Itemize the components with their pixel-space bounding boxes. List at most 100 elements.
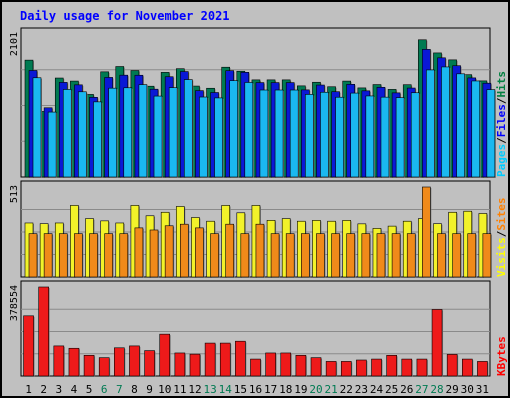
bar-sites-day-30 bbox=[467, 233, 477, 278]
bar-sites-day-19 bbox=[301, 233, 310, 278]
x-tick-label: 6 bbox=[101, 383, 108, 396]
bar-pages-day-10 bbox=[168, 87, 178, 178]
bar-sites-day-31 bbox=[482, 233, 492, 278]
bar-kbytes-day-21 bbox=[325, 361, 337, 377]
x-tick-label: 28 bbox=[430, 383, 443, 396]
bar-pages-day-29 bbox=[456, 73, 465, 178]
bar-pages-day-17 bbox=[274, 89, 284, 178]
bar-kbytes-day-26 bbox=[401, 358, 413, 377]
bar-sites-day-28 bbox=[437, 233, 446, 278]
bar-pages-day-27 bbox=[426, 69, 435, 178]
bar-pages-day-21 bbox=[335, 96, 344, 178]
bar-sites-day-1 bbox=[28, 233, 38, 278]
bar-sites-day-12 bbox=[195, 227, 204, 278]
chart-title: Daily usage for November 2021 bbox=[20, 9, 230, 23]
bar-pages-day-23 bbox=[365, 95, 375, 178]
bar-sites-day-7 bbox=[119, 233, 129, 278]
legend-separator: / bbox=[495, 97, 508, 104]
x-tick-label: 10 bbox=[158, 383, 171, 396]
x-tick-label: 12 bbox=[188, 383, 201, 396]
legend-item-kbytes: KBytes bbox=[495, 336, 508, 376]
x-tick-label: 11 bbox=[173, 383, 186, 396]
bar-sites-day-24 bbox=[376, 233, 386, 278]
bar-pages-day-11 bbox=[183, 79, 193, 178]
series-pages bbox=[32, 66, 496, 178]
chart-panels: 2101Pages/Files/Hits513Visits/Sites37855… bbox=[9, 27, 508, 377]
legend-item-visits: Visits bbox=[495, 237, 508, 277]
bar-kbytes-day-7 bbox=[114, 347, 125, 377]
bar-kbytes-day-24 bbox=[371, 358, 382, 377]
bar-sites-day-10 bbox=[164, 225, 174, 278]
x-tick-label: 19 bbox=[294, 383, 307, 396]
y-max-label: 378554 bbox=[9, 285, 20, 321]
bar-pages-day-8 bbox=[138, 84, 148, 178]
bar-pages-day-5 bbox=[93, 101, 102, 178]
bar-pages-day-14 bbox=[229, 80, 238, 178]
bar-pages-day-9 bbox=[153, 95, 163, 178]
legend-separator: / bbox=[495, 137, 508, 144]
bar-pages-day-13 bbox=[214, 97, 223, 178]
bar-kbytes-day-9 bbox=[144, 350, 155, 377]
bar-pages-day-31 bbox=[486, 89, 496, 178]
x-tick-label: 2 bbox=[40, 383, 47, 396]
x-tick-label: 9 bbox=[146, 383, 153, 396]
bars bbox=[23, 286, 489, 377]
bar-kbytes-day-6 bbox=[98, 357, 110, 377]
bar-kbytes-day-27 bbox=[416, 358, 428, 377]
bar-kbytes-day-13 bbox=[204, 342, 216, 377]
x-tick-label: 31 bbox=[476, 383, 489, 396]
x-tick-label: 17 bbox=[264, 383, 277, 396]
series-sites bbox=[28, 186, 492, 278]
bar-pages-day-18 bbox=[289, 89, 299, 178]
bar-kbytes-day-1 bbox=[23, 315, 34, 377]
bar-sites-day-9 bbox=[149, 229, 159, 278]
x-tick-label: 25 bbox=[385, 383, 398, 396]
bar-sites-day-3 bbox=[58, 233, 68, 278]
x-tick-label: 16 bbox=[249, 383, 262, 396]
legend: KBytes bbox=[495, 336, 508, 376]
legend-item-files: Files bbox=[495, 104, 508, 137]
bar-sites-day-17 bbox=[270, 233, 280, 278]
legend: Pages/Files/Hits bbox=[495, 71, 508, 177]
x-tick-label: 15 bbox=[234, 383, 247, 396]
x-tick-label: 8 bbox=[131, 383, 138, 396]
bar-pages-day-1 bbox=[32, 77, 42, 178]
bar-kbytes-day-31 bbox=[477, 361, 488, 377]
bar-pages-day-16 bbox=[259, 89, 269, 178]
legend-item-hits: Hits bbox=[495, 71, 508, 98]
x-tick-label: 26 bbox=[400, 383, 413, 396]
bar-pages-day-6 bbox=[108, 87, 117, 178]
bar-kbytes-day-17 bbox=[265, 352, 276, 377]
bars bbox=[24, 39, 496, 179]
x-tick-label: 24 bbox=[370, 383, 384, 396]
bar-kbytes-day-11 bbox=[174, 352, 186, 377]
bar-kbytes-day-16 bbox=[250, 358, 261, 377]
bar-kbytes-day-20 bbox=[310, 357, 322, 377]
x-tick-label: 4 bbox=[71, 383, 78, 396]
x-tick-label: 5 bbox=[86, 383, 93, 396]
x-tick-label: 7 bbox=[116, 383, 123, 396]
x-tick-label: 21 bbox=[325, 383, 338, 396]
bar-sites-day-14 bbox=[225, 223, 234, 278]
bar-pages-day-3 bbox=[62, 89, 72, 178]
bar-kbytes-day-5 bbox=[83, 355, 95, 377]
bar-pages-day-22 bbox=[350, 92, 360, 178]
bar-sites-day-29 bbox=[452, 233, 461, 278]
x-tick-label: 13 bbox=[203, 383, 216, 396]
bar-pages-day-26 bbox=[410, 92, 420, 178]
bar-pages-day-25 bbox=[395, 97, 405, 178]
bar-pages-day-30 bbox=[471, 80, 481, 178]
bar-pages-day-4 bbox=[78, 91, 87, 178]
bar-pages-day-28 bbox=[441, 66, 450, 178]
panel-kbytes: 378554 KBytes bbox=[9, 280, 508, 377]
x-tick-label: 22 bbox=[340, 383, 353, 396]
bar-kbytes-day-2 bbox=[38, 286, 49, 377]
bar-kbytes-day-29 bbox=[446, 354, 458, 377]
bar-sites-day-18 bbox=[285, 233, 295, 278]
x-axis-labels: 1 2 3 4 5 6 7 8 9 10 11 12 13 14 15 16 17 18 19 20 21 22 23 24 2… bbox=[25, 383, 489, 396]
x-tick-label: 3 bbox=[56, 383, 63, 396]
bar-kbytes-day-12 bbox=[189, 353, 201, 377]
bar-sites-day-11 bbox=[179, 223, 189, 278]
